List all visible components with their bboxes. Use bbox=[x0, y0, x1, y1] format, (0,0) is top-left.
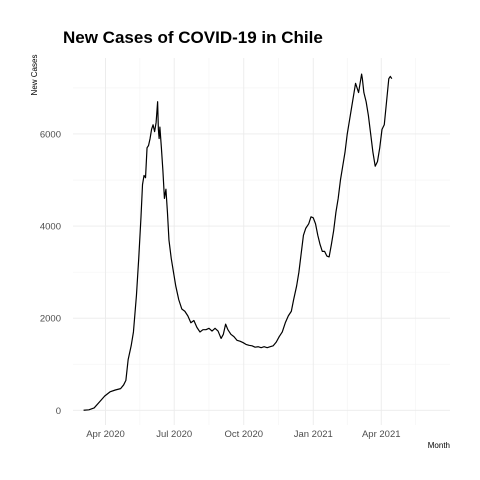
series-line-new-cases bbox=[83, 73, 393, 411]
y-tick-label: 4000 bbox=[40, 222, 61, 233]
x-axis-label: Month bbox=[428, 441, 450, 450]
chart-title: New Cases of COVID-19 in Chile bbox=[63, 28, 323, 47]
x-tick-label: Apr 2021 bbox=[362, 429, 401, 440]
x-tick-label: Jan 2021 bbox=[294, 429, 333, 440]
x-tick-label: Apr 2020 bbox=[86, 429, 125, 440]
y-tick-label: 0 bbox=[56, 406, 61, 417]
x-tick-label: Oct 2020 bbox=[224, 429, 263, 440]
x-tick-labels: Apr 2020 Jul 2020 Oct 2020 Jan 2021 Apr 2021 bbox=[86, 429, 400, 440]
y-axis-label: New Cases bbox=[30, 55, 39, 96]
grid bbox=[73, 58, 450, 425]
y-tick-label: 6000 bbox=[40, 129, 61, 140]
y-tick-label: 2000 bbox=[40, 314, 61, 325]
series-layer bbox=[83, 73, 393, 411]
x-tick-label: Jul 2020 bbox=[156, 429, 192, 440]
y-tick-labels: 0 2000 4000 6000 bbox=[40, 129, 61, 416]
